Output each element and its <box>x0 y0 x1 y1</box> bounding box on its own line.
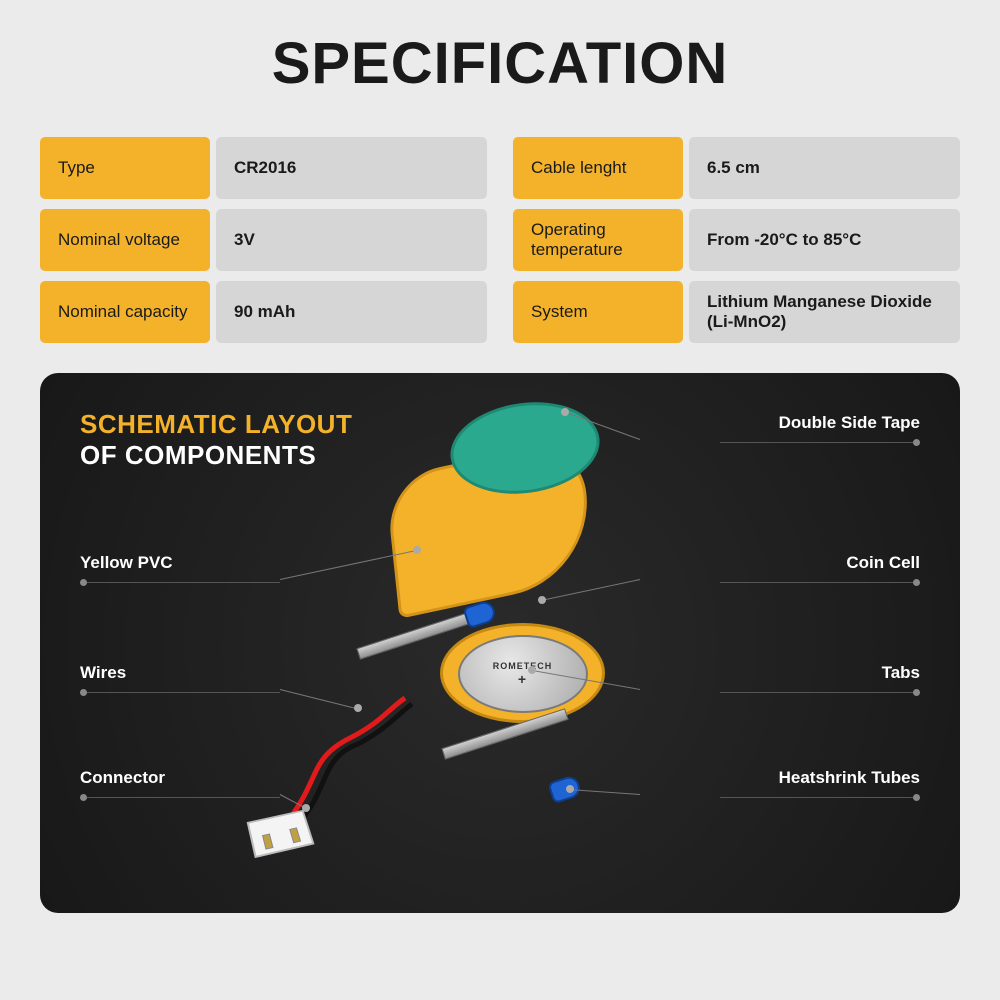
spec-label: System <box>513 281 683 343</box>
wire-red <box>290 698 405 818</box>
callout-rule <box>720 582 920 583</box>
callout-connector: Connector <box>80 768 280 801</box>
spec-grid: Type CR2016 Nominal voltage 3V Nominal c… <box>40 137 960 343</box>
page-title: SPECIFICATION <box>40 30 960 97</box>
callout-rule <box>80 797 280 798</box>
spec-label: Operating temperature <box>513 209 683 271</box>
schematic-stage: Yellow PVC Wires Connector Double Side T… <box>40 373 960 913</box>
spec-row: Cable lenght 6.5 cm <box>513 137 960 199</box>
callout-wires: Wires <box>80 663 280 696</box>
spec-row: System Lithium Manganese Dioxide (Li-MnO… <box>513 281 960 343</box>
callout-tabs: Tabs <box>720 663 920 696</box>
coin-face: ROMETECH + <box>458 635 588 713</box>
callout-label: Wires <box>80 663 126 682</box>
plus-icon: + <box>518 671 527 687</box>
spec-col-right: Cable lenght 6.5 cm Operating temperatur… <box>513 137 960 343</box>
wire-black <box>298 704 412 824</box>
spec-row: Nominal voltage 3V <box>40 209 487 271</box>
spec-row: Type CR2016 <box>40 137 487 199</box>
callout-double-side-tape: Double Side Tape <box>720 413 920 446</box>
callout-rule <box>720 692 920 693</box>
callout-label: Connector <box>80 768 165 787</box>
lead-dot <box>538 596 546 604</box>
callout-label: Coin Cell <box>846 553 920 572</box>
spec-row: Operating temperature From -20°C to 85°C <box>513 209 960 271</box>
spec-label: Type <box>40 137 210 199</box>
spec-value: 3V <box>216 209 487 271</box>
callout-rule <box>720 797 920 798</box>
spec-value: 90 mAh <box>216 281 487 343</box>
lead-dot <box>561 408 569 416</box>
part-coin-cell: ROMETECH + <box>440 623 605 723</box>
callout-label: Heatshrink Tubes <box>779 768 920 787</box>
callout-rule <box>80 582 280 583</box>
coin-brand-text: ROMETECH <box>493 661 553 671</box>
lead-line <box>542 579 640 601</box>
lead-line <box>570 789 640 795</box>
callout-rule <box>720 442 920 443</box>
spec-label: Nominal voltage <box>40 209 210 271</box>
spec-row: Nominal capacity 90 mAh <box>40 281 487 343</box>
lead-dot <box>354 704 362 712</box>
spec-value: From -20°C to 85°C <box>689 209 960 271</box>
spec-value: Lithium Manganese Dioxide (Li-MnO2) <box>689 281 960 343</box>
spec-label: Cable lenght <box>513 137 683 199</box>
spec-col-left: Type CR2016 Nominal voltage 3V Nominal c… <box>40 137 487 343</box>
callout-label: Tabs <box>882 663 920 682</box>
schematic-panel: SCHEMATIC LAYOUT OF COMPONENTS Yellow PV… <box>40 373 960 913</box>
callout-rule <box>80 692 280 693</box>
spec-value: 6.5 cm <box>689 137 960 199</box>
lead-dot <box>528 666 536 674</box>
part-connector <box>247 810 315 858</box>
spec-label: Nominal capacity <box>40 281 210 343</box>
spec-value: CR2016 <box>216 137 487 199</box>
callout-heatshrink-tubes: Heatshrink Tubes <box>720 768 920 801</box>
callout-coin-cell: Coin Cell <box>720 553 920 586</box>
callout-label: Yellow PVC <box>80 553 173 572</box>
lead-dot <box>413 546 421 554</box>
callout-yellow-pvc: Yellow PVC <box>80 553 280 586</box>
callout-label: Double Side Tape <box>779 413 920 432</box>
